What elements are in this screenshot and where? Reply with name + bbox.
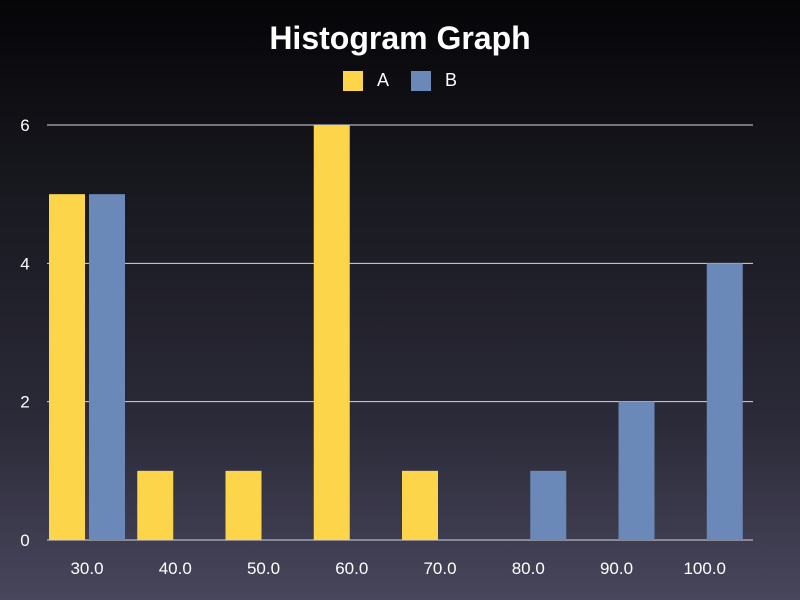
bar-b-90.0: [618, 401, 655, 540]
legend-swatch-b: [411, 70, 431, 91]
legend-label-b: B: [445, 70, 458, 90]
y-tick-label-0: 0: [20, 531, 29, 550]
legend-label-a: A: [376, 70, 389, 90]
bar-a-30.0: [49, 194, 85, 540]
x-tick-label-60.0: 60.0: [335, 559, 368, 578]
bar-a-40.0: [137, 470, 174, 540]
bar-a-70.0: [402, 470, 438, 540]
x-tick-label-100.0: 100.0: [683, 559, 726, 578]
legend-item-a[interactable]: A: [342, 70, 389, 91]
bar-b-100.0: [706, 263, 743, 540]
y-tick-label-2: 2: [20, 393, 29, 412]
y-tick-label-4: 4: [20, 254, 29, 273]
x-tick-label-70.0: 70.0: [423, 559, 456, 578]
bar-a-60.0: [313, 125, 350, 540]
x-tick-label-50.0: 50.0: [247, 559, 280, 578]
chart-legend: A B: [0, 70, 800, 91]
bar-b-80.0: [530, 470, 567, 540]
x-tick-label-90.0: 90.0: [600, 559, 633, 578]
x-tick-label-40.0: 40.0: [159, 559, 192, 578]
x-tick-label-30.0: 30.0: [70, 559, 103, 578]
chart-title: Histogram Graph: [269, 20, 531, 56]
bar-b-30.0: [89, 194, 125, 540]
legend-swatch-a: [342, 70, 363, 91]
y-tick-label-6: 6: [20, 116, 29, 135]
legend-item-b[interactable]: B: [411, 70, 457, 91]
x-tick-label-80.0: 80.0: [512, 559, 545, 578]
bar-a-50.0: [225, 470, 262, 540]
